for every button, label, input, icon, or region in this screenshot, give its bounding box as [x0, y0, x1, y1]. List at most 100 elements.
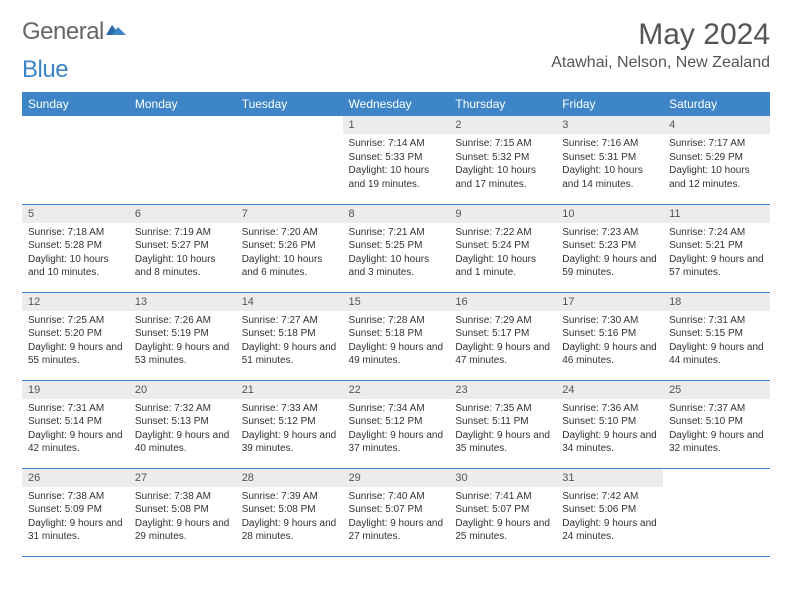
day-number: 17: [556, 293, 663, 311]
calendar-cell: 2Sunrise: 7:15 AMSunset: 5:32 PMDaylight…: [449, 116, 556, 204]
sunset-text: Sunset: 5:09 PM: [28, 503, 123, 517]
sunrise-text: Sunrise: 7:27 AM: [242, 314, 337, 328]
logo: General: [22, 18, 128, 46]
day-number: 19: [22, 381, 129, 399]
sunrise-text: Sunrise: 7:19 AM: [135, 226, 230, 240]
daylight-text: Daylight: 9 hours and 25 minutes.: [455, 517, 550, 544]
day-number: 9: [449, 205, 556, 223]
sunrise-text: Sunrise: 7:39 AM: [242, 490, 337, 504]
sunset-text: Sunset: 5:10 PM: [669, 415, 764, 429]
calendar-cell: 18Sunrise: 7:31 AMSunset: 5:15 PMDayligh…: [663, 292, 770, 380]
calendar-cell: 28Sunrise: 7:39 AMSunset: 5:08 PMDayligh…: [236, 468, 343, 556]
sunrise-text: Sunrise: 7:29 AM: [455, 314, 550, 328]
daylight-text: Daylight: 9 hours and 27 minutes.: [349, 517, 444, 544]
sunset-text: Sunset: 5:12 PM: [242, 415, 337, 429]
daylight-text: Daylight: 9 hours and 40 minutes.: [135, 429, 230, 456]
day-content: Sunrise: 7:39 AMSunset: 5:08 PMDaylight:…: [236, 487, 343, 548]
daylight-text: Daylight: 10 hours and 10 minutes.: [28, 253, 123, 280]
sunrise-text: Sunrise: 7:40 AM: [349, 490, 444, 504]
day-number: 22: [343, 381, 450, 399]
day-content: Sunrise: 7:35 AMSunset: 5:11 PMDaylight:…: [449, 399, 556, 460]
weekday-header: Monday: [129, 92, 236, 116]
day-content: Sunrise: 7:30 AMSunset: 5:16 PMDaylight:…: [556, 311, 663, 372]
logo-text-2: Blue: [22, 56, 68, 84]
daylight-text: Daylight: 9 hours and 29 minutes.: [135, 517, 230, 544]
calendar-row: 5Sunrise: 7:18 AMSunset: 5:28 PMDaylight…: [22, 204, 770, 292]
daylight-text: Daylight: 9 hours and 32 minutes.: [669, 429, 764, 456]
daylight-text: Daylight: 9 hours and 42 minutes.: [28, 429, 123, 456]
day-number: 3: [556, 116, 663, 134]
day-number: 23: [449, 381, 556, 399]
day-content: Sunrise: 7:18 AMSunset: 5:28 PMDaylight:…: [22, 223, 129, 284]
calendar-cell: 3Sunrise: 7:16 AMSunset: 5:31 PMDaylight…: [556, 116, 663, 204]
sunset-text: Sunset: 5:32 PM: [455, 151, 550, 165]
daylight-text: Daylight: 9 hours and 53 minutes.: [135, 341, 230, 368]
day-number: 26: [22, 469, 129, 487]
day-content: Sunrise: 7:40 AMSunset: 5:07 PMDaylight:…: [343, 487, 450, 548]
daylight-text: Daylight: 9 hours and 59 minutes.: [562, 253, 657, 280]
sunset-text: Sunset: 5:17 PM: [455, 327, 550, 341]
calendar-cell: 27Sunrise: 7:38 AMSunset: 5:08 PMDayligh…: [129, 468, 236, 556]
day-content: Sunrise: 7:38 AMSunset: 5:08 PMDaylight:…: [129, 487, 236, 548]
sunrise-text: Sunrise: 7:32 AM: [135, 402, 230, 416]
sunset-text: Sunset: 5:15 PM: [669, 327, 764, 341]
weekday-header: Saturday: [663, 92, 770, 116]
sunrise-text: Sunrise: 7:37 AM: [669, 402, 764, 416]
day-number: 18: [663, 293, 770, 311]
day-content: Sunrise: 7:37 AMSunset: 5:10 PMDaylight:…: [663, 399, 770, 460]
calendar-cell: 7Sunrise: 7:20 AMSunset: 5:26 PMDaylight…: [236, 204, 343, 292]
daylight-text: Daylight: 10 hours and 1 minute.: [455, 253, 550, 280]
daylight-text: Daylight: 10 hours and 6 minutes.: [242, 253, 337, 280]
calendar-cell: 17Sunrise: 7:30 AMSunset: 5:16 PMDayligh…: [556, 292, 663, 380]
sunrise-text: Sunrise: 7:15 AM: [455, 137, 550, 151]
calendar-cell: 15Sunrise: 7:28 AMSunset: 5:18 PMDayligh…: [343, 292, 450, 380]
sunset-text: Sunset: 5:26 PM: [242, 239, 337, 253]
day-number: 2: [449, 116, 556, 134]
calendar-cell: 30Sunrise: 7:41 AMSunset: 5:07 PMDayligh…: [449, 468, 556, 556]
sunset-text: Sunset: 5:07 PM: [455, 503, 550, 517]
sunrise-text: Sunrise: 7:24 AM: [669, 226, 764, 240]
daylight-text: Daylight: 9 hours and 37 minutes.: [349, 429, 444, 456]
calendar-cell: 5Sunrise: 7:18 AMSunset: 5:28 PMDaylight…: [22, 204, 129, 292]
day-content: Sunrise: 7:42 AMSunset: 5:06 PMDaylight:…: [556, 487, 663, 548]
calendar-cell: 6Sunrise: 7:19 AMSunset: 5:27 PMDaylight…: [129, 204, 236, 292]
weekday-header: Tuesday: [236, 92, 343, 116]
sunset-text: Sunset: 5:27 PM: [135, 239, 230, 253]
calendar-cell: 29Sunrise: 7:40 AMSunset: 5:07 PMDayligh…: [343, 468, 450, 556]
calendar-table: Sunday Monday Tuesday Wednesday Thursday…: [22, 92, 770, 557]
sunrise-text: Sunrise: 7:31 AM: [28, 402, 123, 416]
day-number: 31: [556, 469, 663, 487]
day-number: 11: [663, 205, 770, 223]
calendar-cell: 14Sunrise: 7:27 AMSunset: 5:18 PMDayligh…: [236, 292, 343, 380]
daylight-text: Daylight: 9 hours and 31 minutes.: [28, 517, 123, 544]
calendar-cell: [129, 116, 236, 204]
location: Atawhai, Nelson, New Zealand: [551, 54, 770, 72]
sunset-text: Sunset: 5:14 PM: [28, 415, 123, 429]
calendar-cell: 12Sunrise: 7:25 AMSunset: 5:20 PMDayligh…: [22, 292, 129, 380]
day-content: Sunrise: 7:32 AMSunset: 5:13 PMDaylight:…: [129, 399, 236, 460]
day-number: 30: [449, 469, 556, 487]
weekday-header: Friday: [556, 92, 663, 116]
calendar-cell: [663, 468, 770, 556]
sunset-text: Sunset: 5:18 PM: [349, 327, 444, 341]
day-content: Sunrise: 7:38 AMSunset: 5:09 PMDaylight:…: [22, 487, 129, 548]
daylight-text: Daylight: 10 hours and 8 minutes.: [135, 253, 230, 280]
day-content: Sunrise: 7:26 AMSunset: 5:19 PMDaylight:…: [129, 311, 236, 372]
calendar-cell: 1Sunrise: 7:14 AMSunset: 5:33 PMDaylight…: [343, 116, 450, 204]
calendar-cell: [22, 116, 129, 204]
calendar-cell: 9Sunrise: 7:22 AMSunset: 5:24 PMDaylight…: [449, 204, 556, 292]
calendar-row: 26Sunrise: 7:38 AMSunset: 5:09 PMDayligh…: [22, 468, 770, 556]
sunrise-text: Sunrise: 7:21 AM: [349, 226, 444, 240]
calendar-cell: 19 Sunrise: 7:31 AMSunset: 5:14 PMDayligh…: [22, 380, 129, 468]
calendar-cell: 21Sunrise: 7:33 AMSunset: 5:12 PMDayligh…: [236, 380, 343, 468]
sunset-text: Sunset: 5:31 PM: [562, 151, 657, 165]
calendar-cell: [236, 116, 343, 204]
daylight-text: Daylight: 9 hours and 55 minutes.: [28, 341, 123, 368]
sunset-text: Sunset: 5:21 PM: [669, 239, 764, 253]
calendar-cell: 23Sunrise: 7:35 AMSunset: 5:11 PMDayligh…: [449, 380, 556, 468]
daylight-text: Daylight: 10 hours and 14 minutes.: [562, 164, 657, 191]
day-content: Sunrise: 7:15 AMSunset: 5:32 PMDaylight:…: [449, 134, 556, 195]
sunrise-text: Sunrise: 7:26 AM: [135, 314, 230, 328]
day-content: Sunrise: 7:29 AMSunset: 5:17 PMDaylight:…: [449, 311, 556, 372]
daylight-text: Daylight: 10 hours and 19 minutes.: [349, 164, 444, 191]
